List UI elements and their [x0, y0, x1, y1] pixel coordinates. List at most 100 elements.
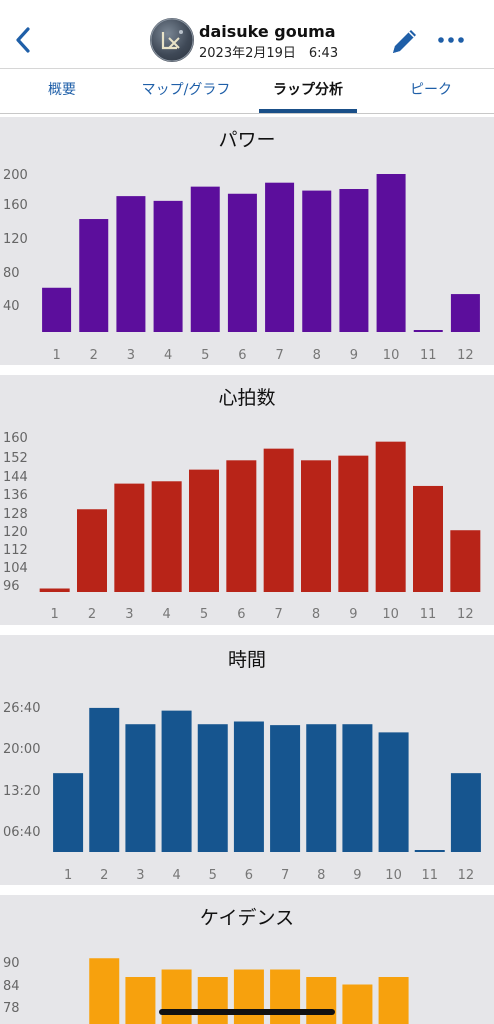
x-tick-label: 9	[350, 348, 358, 363]
x-tick-label: 11	[420, 348, 437, 363]
y-tick-label: 06:40	[3, 825, 40, 840]
bar-lap-5[interactable]	[197, 977, 228, 1024]
time-chart-title: 時間	[227, 649, 266, 671]
bar-lap-11[interactable]	[414, 850, 445, 852]
bar-lap-8[interactable]	[306, 724, 337, 852]
avatar[interactable]	[150, 18, 194, 62]
y-tick-label: 20:00	[3, 742, 40, 757]
bar-lap-3[interactable]	[125, 724, 156, 852]
x-tick-label: 3	[127, 348, 135, 363]
x-tick-label: 10	[383, 348, 400, 363]
bar-lap-6[interactable]	[226, 460, 257, 592]
bar-lap-10[interactable]	[376, 174, 406, 332]
bar-lap-2[interactable]	[89, 958, 120, 1024]
x-tick-label: 8	[312, 607, 320, 622]
ellipsis-icon	[438, 37, 464, 43]
bar-lap-10[interactable]	[378, 732, 409, 852]
power-chart-title: パワー	[218, 129, 276, 151]
cadence-chart: 78 84 90	[3, 956, 409, 1024]
y-tick-label: 13:20	[3, 784, 40, 799]
tab-map-graph[interactable]: マップ/グラフ	[141, 82, 231, 98]
y-tick-label: 40	[3, 299, 20, 314]
x-tick-label: 3	[136, 868, 144, 883]
bar-lap-4[interactable]	[161, 710, 192, 852]
bar-lap-4[interactable]	[151, 481, 182, 592]
x-tick-label: 6	[237, 607, 245, 622]
x-tick-label: 5	[201, 348, 209, 363]
x-tick-label: 10	[382, 607, 399, 622]
more-options-button[interactable]	[436, 30, 466, 50]
edit-button[interactable]	[388, 24, 422, 58]
active-tab-indicator	[259, 109, 357, 113]
y-tick-label: 120	[3, 525, 28, 540]
bar-lap-10[interactable]	[375, 441, 406, 592]
tab-lap-analysis[interactable]: ラップ分析	[273, 82, 343, 98]
x-tick-label: 7	[275, 607, 283, 622]
bar-lap-4[interactable]	[161, 969, 192, 1024]
bar-lap-11[interactable]	[413, 330, 443, 332]
bar-lap-8[interactable]	[302, 190, 332, 332]
bar-lap-12[interactable]	[450, 294, 480, 332]
x-tick-label: 2	[90, 348, 98, 363]
heart-rate-chart-title: 心拍数	[218, 387, 276, 409]
bar-lap-1[interactable]	[53, 773, 84, 852]
y-tick-label: 200	[3, 168, 28, 183]
bar-lap-1[interactable]	[39, 588, 70, 592]
bar-lap-8[interactable]	[301, 460, 331, 592]
bar-lap-2[interactable]	[79, 219, 109, 332]
bar-lap-11[interactable]	[413, 485, 443, 592]
x-tick-label: 10	[385, 868, 402, 883]
home-indicator	[159, 1009, 335, 1015]
bar-lap-6[interactable]	[233, 721, 264, 853]
bar-lap-6[interactable]	[233, 969, 264, 1024]
bar-lap-7[interactable]	[265, 182, 295, 332]
bar-lap-2[interactable]	[89, 707, 120, 852]
bar-lap-5[interactable]	[197, 724, 228, 852]
bar-lap-9[interactable]	[342, 984, 373, 1024]
bar-lap-8[interactable]	[306, 977, 337, 1024]
bar-lap-3[interactable]	[114, 483, 145, 592]
y-tick-label: 80	[3, 266, 20, 281]
tab-overview[interactable]: 概要	[48, 82, 76, 98]
x-tick-label: 4	[164, 348, 172, 363]
bar-lap-9[interactable]	[342, 724, 373, 852]
x-tick-label: 11	[421, 868, 438, 883]
y-tick-label: 84	[3, 979, 20, 994]
y-tick-label: 136	[3, 488, 28, 503]
y-tick-label: 112	[3, 543, 28, 558]
bar-lap-2[interactable]	[77, 509, 107, 592]
y-tick-label: 96	[3, 579, 20, 594]
bar-lap-6[interactable]	[227, 193, 257, 332]
y-tick-label: 144	[3, 470, 28, 485]
x-tick-label: 11	[420, 607, 437, 622]
x-tick-label: 5	[209, 868, 217, 883]
tab-peak[interactable]: ピーク	[410, 82, 452, 98]
bar-lap-1[interactable]	[42, 287, 72, 332]
x-tick-label: 12	[457, 607, 474, 622]
bar-lap-5[interactable]	[189, 469, 219, 592]
x-tick-label: 7	[281, 868, 289, 883]
bar-lap-10[interactable]	[378, 977, 409, 1024]
bar-lap-5[interactable]	[190, 186, 220, 332]
bar-lap-7[interactable]	[270, 725, 301, 852]
bar-lap-7[interactable]	[270, 969, 301, 1024]
activity-header: daisuke gouma 2023年2月19日 6:43	[0, 0, 494, 68]
bar-lap-4[interactable]	[153, 200, 183, 332]
bar-lap-12[interactable]	[450, 773, 481, 852]
x-tick-label: 9	[349, 607, 357, 622]
power-chart-card: パワー 40 80 120 160 200 1 2 3 4 5 6 7 8 9 10 11 12	[0, 117, 494, 365]
back-button[interactable]	[8, 20, 40, 60]
bar-lap-3[interactable]	[125, 977, 156, 1024]
x-tick-label: 6	[238, 348, 246, 363]
x-tick-label: 6	[245, 868, 253, 883]
bar-lap-7[interactable]	[263, 448, 294, 592]
bar-lap-12[interactable]	[450, 530, 481, 592]
bar-lap-3[interactable]	[116, 196, 146, 332]
bar-lap-9[interactable]	[338, 455, 369, 592]
x-tick-label: 8	[317, 868, 325, 883]
bar-lap-9[interactable]	[339, 189, 369, 332]
x-tick-label: 4	[163, 607, 171, 622]
cadence-chart-card: ケイデンス 78 84 90	[0, 895, 494, 1024]
